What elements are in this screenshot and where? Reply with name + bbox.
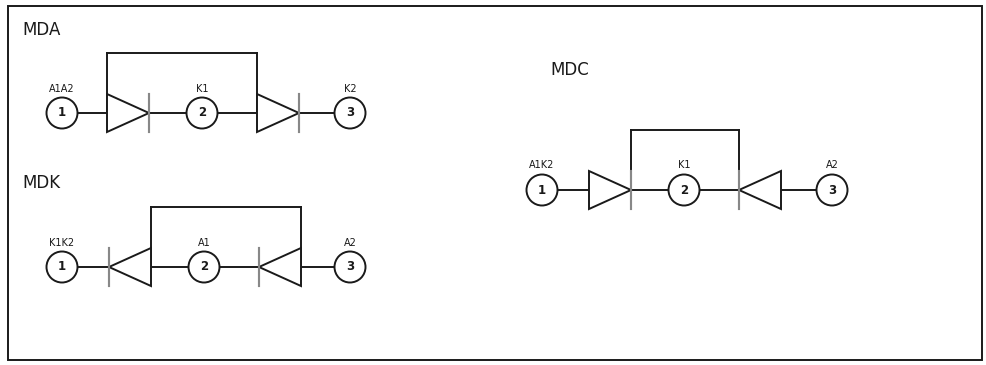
Circle shape [46,251,78,283]
Text: MDK: MDK [22,174,60,192]
Polygon shape [256,94,299,132]
Polygon shape [258,248,301,286]
Text: 2: 2 [200,261,208,273]
Text: 3: 3 [827,184,835,196]
Circle shape [526,174,557,205]
Text: A1: A1 [197,238,210,247]
Text: 3: 3 [345,107,354,119]
Text: K2: K2 [343,84,356,93]
Text: 3: 3 [345,261,354,273]
Text: A2: A2 [343,238,356,247]
Circle shape [334,97,365,128]
Circle shape [188,251,219,283]
Text: 1: 1 [537,184,545,196]
Text: K1: K1 [677,161,689,170]
Text: 1: 1 [58,261,66,273]
Polygon shape [108,248,151,286]
Text: MDA: MDA [22,21,60,39]
Text: 1: 1 [58,107,66,119]
Circle shape [186,97,217,128]
Text: A1K2: A1K2 [528,161,554,170]
Polygon shape [739,171,780,209]
Text: MDC: MDC [549,61,589,79]
Circle shape [815,174,847,205]
Text: 2: 2 [679,184,687,196]
Text: A1A2: A1A2 [49,84,75,93]
Circle shape [668,174,699,205]
Text: 2: 2 [198,107,206,119]
Polygon shape [589,171,630,209]
Text: K1: K1 [195,84,208,93]
Text: K1K2: K1K2 [49,238,75,247]
Circle shape [334,251,365,283]
Polygon shape [106,94,149,132]
Text: A2: A2 [824,161,837,170]
Circle shape [46,97,78,128]
